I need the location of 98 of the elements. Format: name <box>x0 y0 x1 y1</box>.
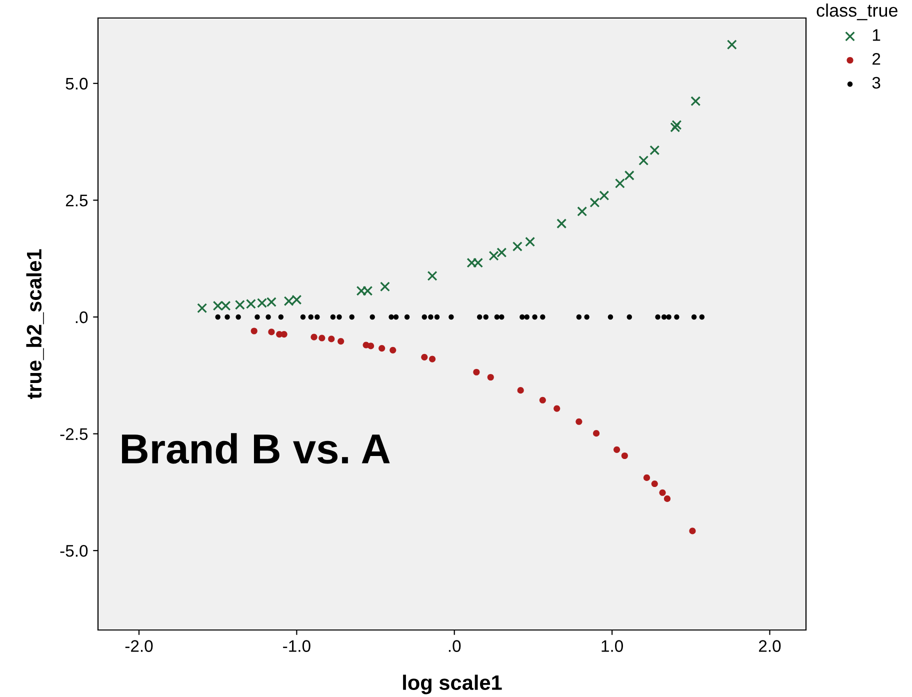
point <box>532 314 538 320</box>
point <box>666 314 672 320</box>
point <box>368 342 374 350</box>
point <box>473 368 480 376</box>
point <box>254 314 260 320</box>
point <box>330 314 336 320</box>
point <box>672 120 682 130</box>
annotation: Brand B vs. A <box>122 433 390 464</box>
point <box>278 314 284 320</box>
point <box>577 206 588 216</box>
point <box>349 314 354 320</box>
point <box>314 314 320 320</box>
legend-label: 2 <box>872 52 880 65</box>
point <box>429 356 436 362</box>
point <box>224 314 230 320</box>
point <box>624 170 634 180</box>
x-tick-label: -2.0 <box>125 640 153 652</box>
point <box>427 270 438 281</box>
point <box>422 314 428 320</box>
point <box>674 314 680 320</box>
point <box>539 396 546 404</box>
point <box>664 495 671 502</box>
point <box>328 336 335 342</box>
point <box>584 314 590 320</box>
y-tick-label: .0 <box>76 311 88 324</box>
point <box>236 314 241 320</box>
point <box>626 314 632 320</box>
point <box>388 314 394 320</box>
point <box>487 374 494 381</box>
point <box>336 314 342 320</box>
point <box>338 338 344 345</box>
point <box>689 528 696 534</box>
legend-title: class_true <box>816 4 898 20</box>
point <box>556 218 567 229</box>
point <box>576 418 582 425</box>
point <box>476 314 482 320</box>
x-tick-label: 2.0 <box>758 640 781 652</box>
x-tick-label: -1.0 <box>283 640 310 652</box>
point <box>280 330 288 338</box>
point <box>378 345 386 352</box>
y-tick-label: -2.5 <box>60 428 88 440</box>
point <box>520 314 525 320</box>
y-tick-label: -5.0 <box>60 544 88 557</box>
point <box>690 96 701 106</box>
point <box>691 314 697 320</box>
point <box>613 446 620 453</box>
point <box>393 314 399 320</box>
legend-label: 3 <box>872 76 880 89</box>
y-axis-title: true_b2_scale1 <box>26 249 44 400</box>
point <box>215 314 220 320</box>
point <box>494 314 500 320</box>
point <box>434 314 440 320</box>
point <box>655 314 660 320</box>
point <box>599 190 610 201</box>
point <box>592 430 600 437</box>
point <box>421 354 428 360</box>
point <box>638 155 649 166</box>
point <box>266 314 271 320</box>
point <box>308 314 314 320</box>
point <box>524 314 530 320</box>
point <box>197 303 208 314</box>
point <box>670 122 680 132</box>
y-tick-label: 2.5 <box>66 194 88 206</box>
point <box>614 178 625 188</box>
point <box>540 314 546 320</box>
point <box>448 314 454 320</box>
point <box>643 474 650 481</box>
point <box>428 314 434 320</box>
point <box>661 314 667 320</box>
point <box>726 40 737 50</box>
point <box>554 405 560 412</box>
point <box>499 314 504 320</box>
point <box>268 328 275 336</box>
x-tick-label: 1.0 <box>602 640 623 652</box>
point <box>621 452 628 460</box>
point <box>590 198 600 208</box>
point <box>517 387 524 394</box>
point <box>310 334 318 340</box>
point <box>483 314 488 320</box>
x-axis-title: log scale1 <box>403 674 502 694</box>
point <box>390 346 396 354</box>
point <box>659 489 666 496</box>
y-tick-label: 5.0 <box>66 78 88 90</box>
point <box>250 328 258 334</box>
point <box>512 241 522 252</box>
legend-label: 1 <box>872 29 880 41</box>
point <box>370 314 375 320</box>
point <box>380 282 390 292</box>
point <box>699 314 705 320</box>
point <box>576 314 582 320</box>
point <box>525 236 536 247</box>
point <box>318 334 326 342</box>
point <box>300 314 306 320</box>
point <box>608 314 614 320</box>
point <box>650 145 660 156</box>
point <box>651 480 658 488</box>
point <box>404 314 410 320</box>
x-tick-label: .0 <box>448 640 461 652</box>
